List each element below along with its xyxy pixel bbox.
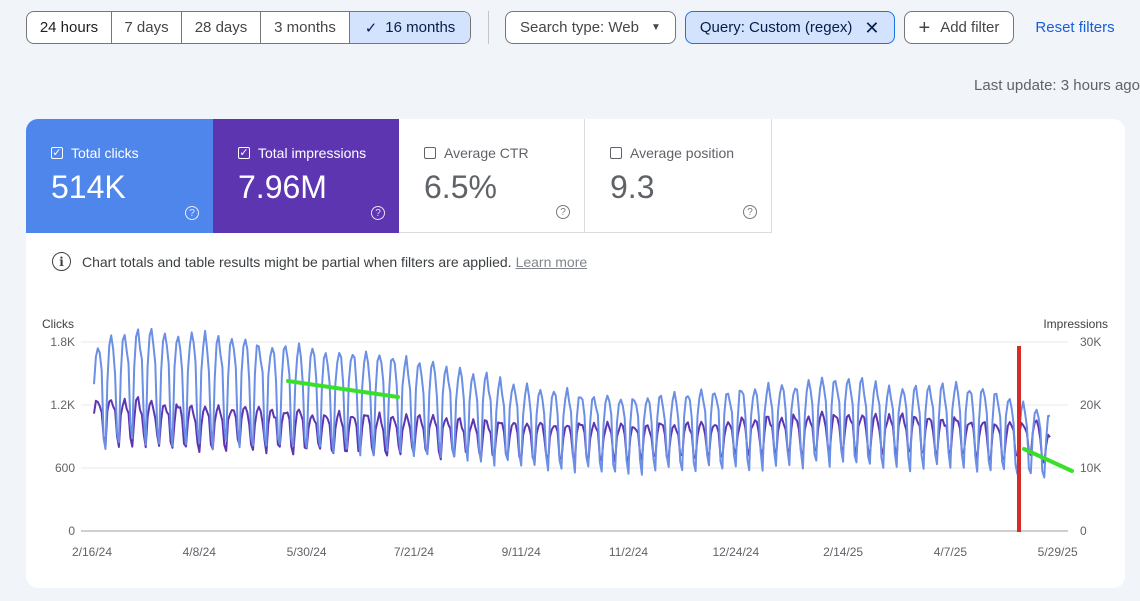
help-icon[interactable]: ?	[556, 205, 570, 219]
x-tick-label: 2/14/25	[823, 545, 863, 559]
position-label: Average position	[630, 145, 735, 161]
clicks-label: Total clicks	[71, 145, 139, 161]
close-icon[interactable]: ✕	[864, 17, 880, 38]
x-tick-label: 5/30/24	[287, 545, 327, 559]
add-filter-button[interactable]: + Add filter	[903, 11, 1015, 44]
range-7-days-button[interactable]: 7 days	[112, 12, 182, 43]
metric-average-ctr[interactable]: Average CTR 6.5% ?	[399, 119, 585, 233]
metric-total-impressions[interactable]: ✓ Total impressions 7.96M ?	[213, 119, 399, 233]
performance-chart[interactable]: Clicks Impressions 1.8K 30K 1.2K 20K 600 10K 0 0 2…	[26, 119, 1125, 588]
series-line	[93, 327, 1051, 479]
caret-down-icon: ▼	[650, 22, 661, 33]
metric-label: ✓ Total clicks	[51, 145, 139, 161]
range-16-months-label: 16 months	[385, 19, 456, 36]
x-tick-label: 4/7/25	[934, 545, 968, 559]
right-axis-title: Impressions	[1043, 317, 1108, 331]
range-16-months-button[interactable]: ✓ 16 months	[350, 12, 470, 43]
right-tick-label: 0	[1080, 524, 1087, 538]
clicks-value: 514K	[51, 169, 126, 205]
notice-text: Chart totals and table results might be …	[82, 253, 512, 270]
checkbox-unchecked-icon[interactable]	[424, 147, 436, 159]
impressions-label: Total impressions	[258, 145, 367, 161]
checkmark-icon: ✓	[364, 19, 378, 37]
query-filter-chip[interactable]: Query: Custom (regex) ✕	[684, 11, 895, 44]
add-filter-label: Add filter	[940, 19, 1000, 36]
left-tick-label: 0	[68, 524, 75, 538]
x-tick-label: 5/29/25	[1038, 545, 1078, 559]
plus-icon: +	[918, 16, 931, 39]
left-tick-label: 1.2K	[50, 398, 75, 412]
right-tick-label: 30K	[1080, 335, 1101, 349]
x-tick-label: 9/11/24	[502, 545, 541, 559]
trendline-annotation	[1022, 447, 1074, 473]
learn-more-link[interactable]: Learn more	[515, 253, 588, 270]
checkbox-checked-icon[interactable]: ✓	[51, 146, 63, 159]
last-update-text: Last update: 3 hours ago	[974, 77, 1140, 94]
x-tick-label: 11/2/24	[609, 545, 648, 559]
left-tick-label: 1.8K	[50, 335, 75, 349]
checkbox-checked-icon[interactable]: ✓	[238, 146, 250, 159]
ctr-label: Average CTR	[444, 145, 529, 161]
ctr-value: 6.5%	[424, 169, 497, 205]
position-value: 9.3	[610, 169, 655, 205]
range-24-hours-button[interactable]: 24 hours	[27, 12, 112, 43]
checkbox-unchecked-icon[interactable]	[610, 147, 622, 159]
range-3-months-button[interactable]: 3 months	[261, 12, 350, 43]
search-type-label: Search type: Web	[520, 19, 639, 36]
right-tick-label: 10K	[1080, 461, 1101, 475]
search-type-dropdown[interactable]: Search type: Web ▼	[505, 11, 676, 44]
left-axis-title: Clicks	[42, 317, 74, 331]
trendline-annotation	[286, 379, 400, 399]
metric-total-clicks[interactable]: ✓ Total clicks 514K ?	[26, 119, 213, 233]
impressions-value: 7.96M	[238, 169, 327, 205]
metric-label: ✓ Total impressions	[238, 145, 366, 161]
metric-average-position[interactable]: Average position 9.3 ?	[585, 119, 772, 233]
query-filter-label: Query: Custom (regex)	[699, 19, 853, 36]
info-icon: i	[52, 252, 71, 271]
reset-filters-link[interactable]: Reset filters	[1035, 19, 1115, 36]
partial-results-notice: i Chart totals and table results might b…	[52, 252, 587, 271]
divider	[488, 11, 489, 44]
x-tick-label: 4/8/24	[183, 545, 217, 559]
help-icon[interactable]: ?	[743, 205, 757, 219]
toolbar: 24 hours 7 days 28 days 3 months ✓ 16 mo…	[26, 11, 1115, 44]
date-range-selector: 24 hours 7 days 28 days 3 months ✓ 16 mo…	[26, 11, 471, 44]
metric-label: Average CTR	[424, 145, 529, 161]
help-icon[interactable]: ?	[371, 206, 385, 220]
performance-card: ✓ Total clicks 514K ? ✓ Total impression…	[26, 119, 1125, 588]
left-tick-label: 600	[55, 461, 75, 475]
x-tick-label: 2/16/24	[72, 545, 112, 559]
help-icon[interactable]: ?	[185, 206, 199, 220]
range-28-days-button[interactable]: 28 days	[182, 12, 261, 43]
x-tick-label: 7/21/24	[394, 545, 434, 559]
x-tick-label: 12/24/24	[712, 545, 759, 559]
metric-label: Average position	[610, 145, 734, 161]
right-tick-label: 20K	[1080, 398, 1101, 412]
